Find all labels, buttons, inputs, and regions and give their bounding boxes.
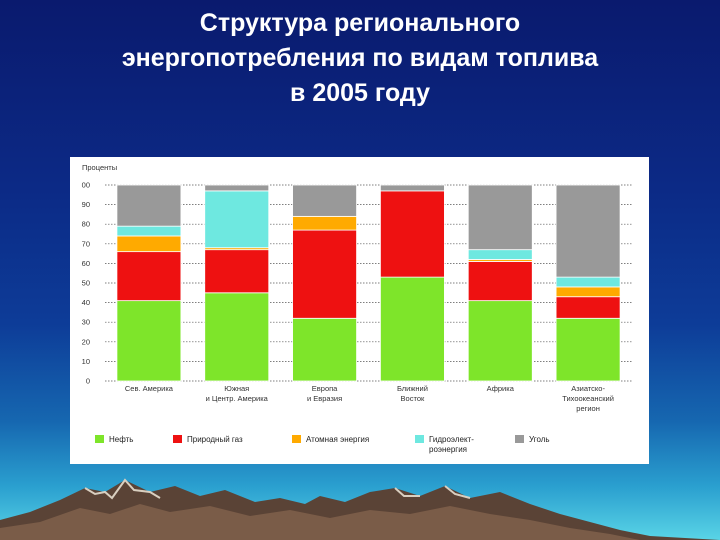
bar-segment: [555, 276, 621, 288]
y-tick-label: 10: [82, 357, 90, 366]
x-tick-label: Африка: [487, 384, 515, 393]
y-tick-label: 0: [86, 377, 90, 386]
bar-segment: [116, 300, 182, 382]
bar-segment: [116, 235, 182, 253]
chart-panel: Проценты 0 10 20 30 40 50 60 70 80 90 00 Сев. Амер…: [70, 157, 649, 464]
x-tick-label: Европа и Евразия: [307, 384, 342, 403]
x-tick-label: Южная и Центр. Америка: [206, 384, 269, 403]
bar-segment: [292, 229, 357, 319]
bar-segment: [467, 261, 533, 302]
bar-segment: [292, 215, 357, 231]
slide-title-line-3: в 2005 году: [290, 79, 430, 107]
y-tick-label: 00: [82, 181, 90, 190]
bar-segment: [380, 184, 445, 192]
legend: Нефть Природный газ Атомная энергия Гидроэл…: [95, 435, 550, 454]
bar-segment: [116, 225, 182, 237]
bar-segment: [467, 300, 533, 382]
bar-segment: [555, 317, 621, 382]
bar-segment: [380, 190, 445, 278]
legend-label: Атомная энергия: [306, 435, 369, 444]
bar-segment: [555, 184, 621, 278]
bar-segment: [116, 184, 182, 227]
y-tick-label: 60: [82, 259, 90, 268]
bar-segment: [204, 292, 270, 382]
legend-label: Гидроэлект-роэнергия: [429, 435, 474, 454]
legend-swatch: [173, 435, 182, 443]
y-axis-label: Проценты: [82, 163, 117, 172]
mountain-ridge-front: [0, 504, 640, 540]
stacked-bar-chart: Проценты 0 10 20 30 40 50 60 70 80 90 00 Сев. Амер…: [82, 163, 632, 454]
legend-swatch: [415, 435, 424, 443]
mountain-landscape: [0, 478, 720, 540]
y-tick-label: 90: [82, 200, 90, 209]
legend-label: Нефть: [109, 435, 133, 444]
legend-label: Природный газ: [187, 435, 243, 444]
legend-swatch: [95, 435, 104, 443]
y-tick-label: 30: [82, 318, 90, 327]
y-tick-label: 70: [82, 239, 90, 248]
y-tick-label: 50: [82, 279, 90, 288]
legend-label: Уголь: [529, 435, 550, 444]
bar-segment: [204, 190, 270, 249]
y-tick-label: 80: [82, 220, 90, 229]
bar-segment: [292, 317, 357, 382]
grid-layer: 0 10 20 30 40 50 60 70 80 90 00: [82, 181, 632, 386]
bar-segment: [555, 296, 621, 319]
bar-segment: [116, 251, 182, 302]
y-tick-label: 20: [82, 337, 90, 346]
slide-title-line-2: энергопотребления по видам топлива: [121, 44, 599, 72]
slide-title: Структура регионального энергопотреблени…: [0, 6, 720, 111]
x-tick-label: Ближний Восток: [397, 384, 428, 403]
bar-segment: [467, 184, 533, 251]
bar-segment: [380, 276, 445, 382]
bars-layer: [116, 184, 621, 382]
legend-swatch: [292, 435, 301, 443]
x-axis-labels: Сев. Америка Южная и Центр. Америка Европа и…: [125, 384, 614, 413]
bar-segment: [204, 249, 270, 294]
bar-segment: [292, 184, 357, 217]
mountain-snow: [84, 478, 471, 500]
x-tick-label: Азиатско-Тихоокеанский регион: [562, 384, 614, 413]
x-tick-label: Сев. Америка: [125, 384, 174, 393]
legend-swatch: [515, 435, 524, 443]
slide-title-line-1: Структура регионального: [199, 9, 521, 37]
bar-segment: [555, 286, 621, 298]
y-tick-label: 40: [82, 298, 90, 307]
bar-segment: [204, 184, 270, 192]
bar-segment: [467, 249, 533, 260]
